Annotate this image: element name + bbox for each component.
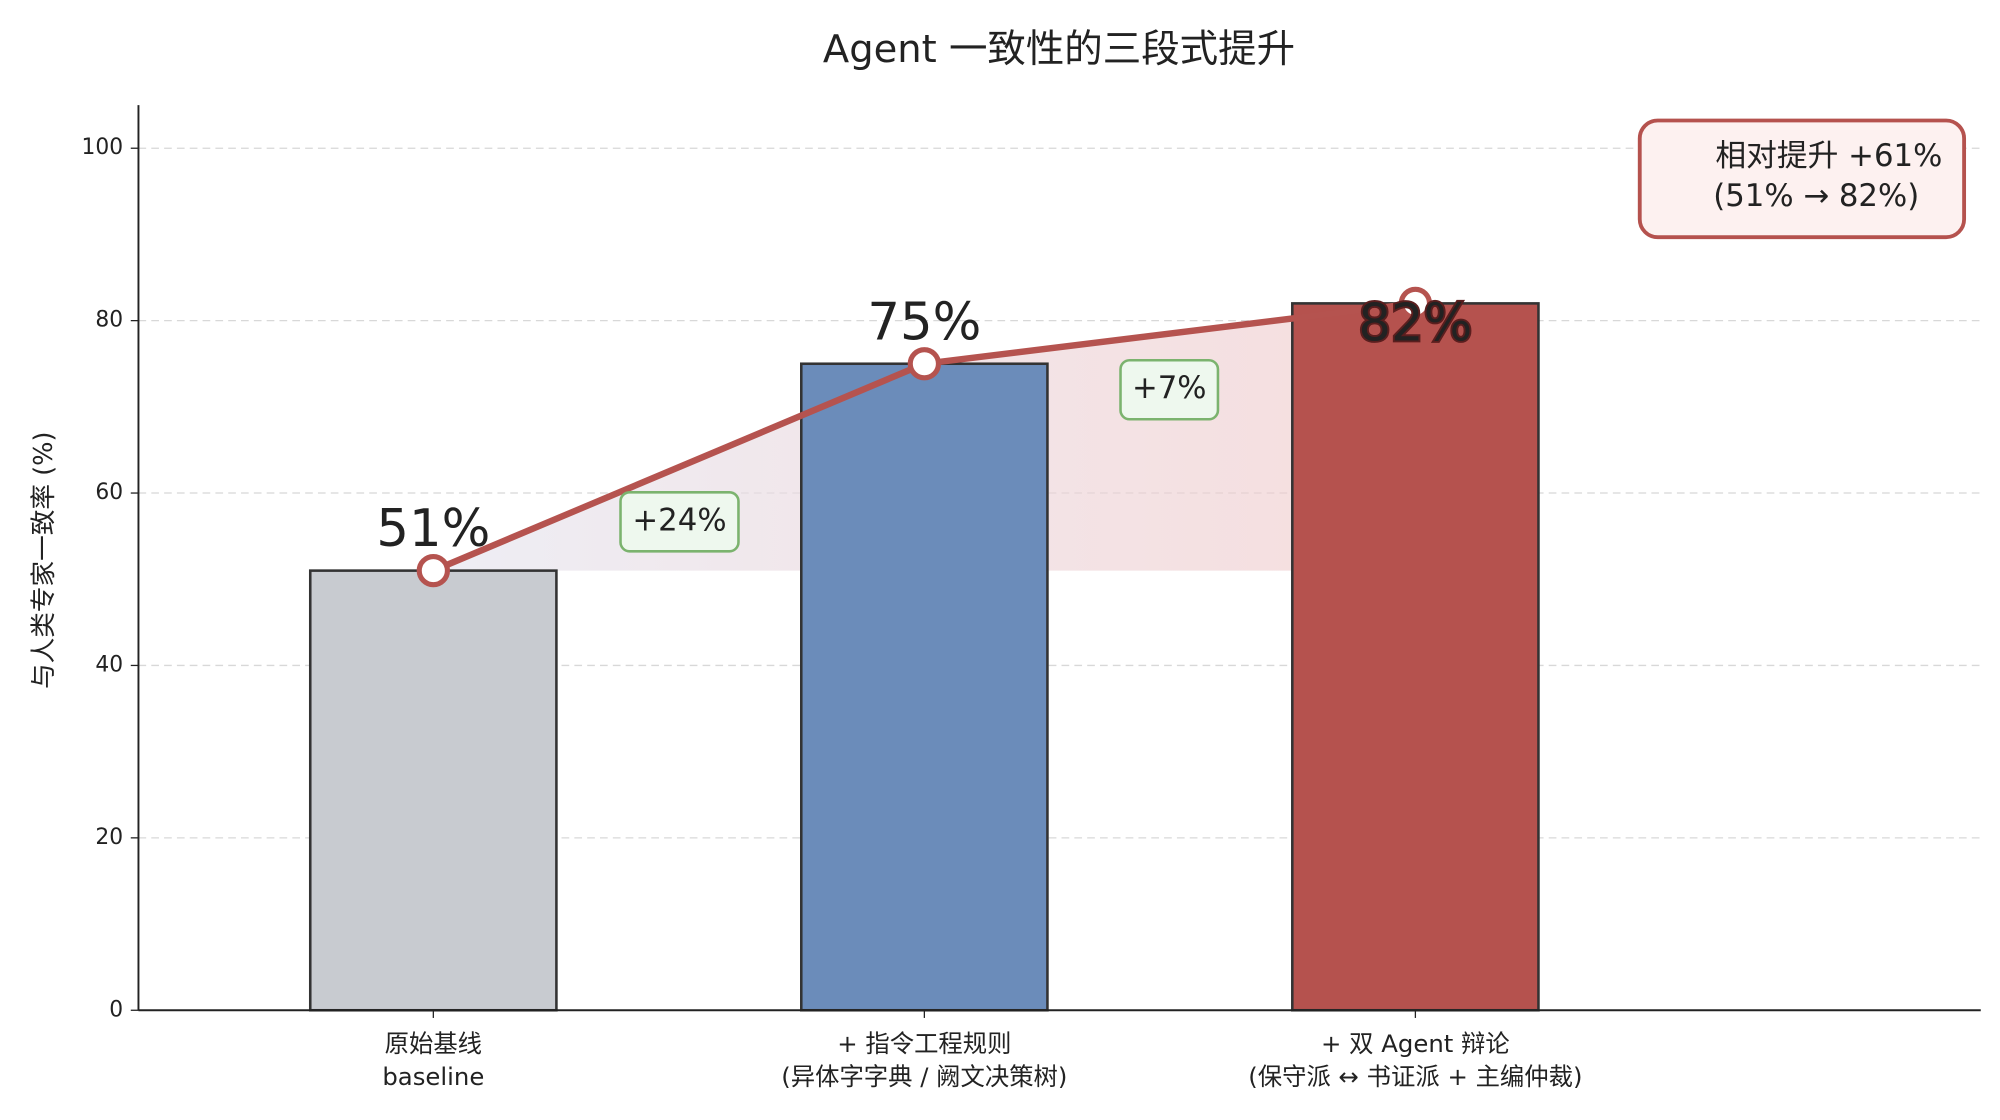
summary-box (1637, 118, 1967, 240)
summary-text: 相对提升 +61% (1715, 138, 1942, 174)
y-tick-label: 60 (95, 480, 123, 505)
y-axis-label: 与人类专家一致率 (%) (29, 432, 59, 689)
x-tick-label: + 双 Agent 辩论 (1321, 1029, 1510, 1058)
summary-text: (51% → 82%) (1713, 178, 1919, 214)
x-tick-label: baseline (382, 1062, 484, 1091)
x-tick-label: 原始基线 (385, 1029, 482, 1058)
y-tick-label: 100 (81, 135, 123, 160)
x-tick-label: (异体字字典 / 阙文决策树) (781, 1062, 1067, 1091)
y-tick-label: 80 (95, 308, 123, 333)
bar (800, 362, 1049, 1012)
y-tick-label: 20 (95, 825, 123, 850)
trend-point (907, 347, 942, 381)
delta-box (1119, 358, 1220, 421)
delta-label: +7% (1132, 370, 1207, 406)
value-label: 75% (867, 292, 981, 352)
value-label: 51% (376, 499, 490, 559)
value-label: 82% (1358, 293, 1472, 353)
trend-point (416, 553, 451, 588)
bar (308, 569, 558, 1012)
y-tick-label: 0 (109, 997, 123, 1022)
y-tick-label: 40 (95, 652, 123, 677)
bar (1291, 302, 1540, 1012)
trend-point (1398, 286, 1433, 321)
delta-label: +24% (632, 502, 726, 538)
delta-box (619, 491, 740, 553)
chart-title: Agent 一致性的三段式提升 (823, 27, 1295, 72)
x-tick-label: + 指令工程规则 (837, 1029, 1011, 1058)
x-tick-label: (保守派 ↔ 书证派 + 主编仲裁) (1248, 1062, 1582, 1091)
